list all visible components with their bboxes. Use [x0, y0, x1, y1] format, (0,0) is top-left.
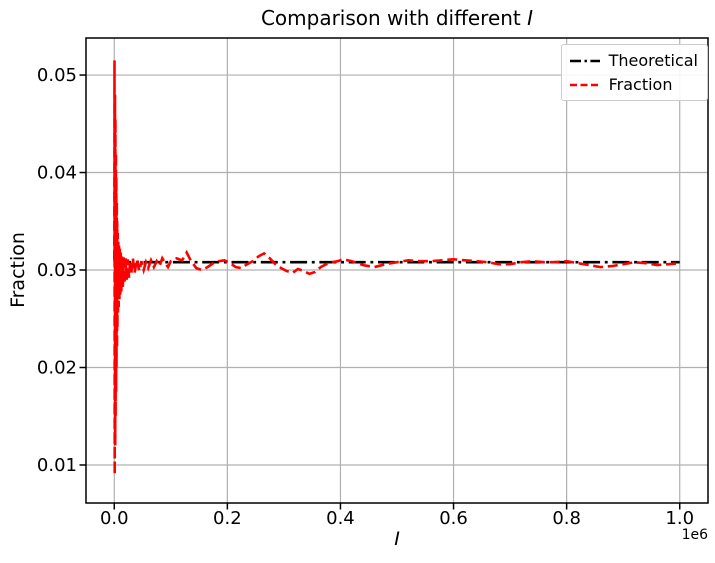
x-axis-offset-label: 1e6 — [681, 527, 708, 543]
x-tick-label: 0.4 — [326, 508, 355, 529]
x-axis-label: I — [394, 528, 400, 550]
y-tick-label: 0.01 — [37, 455, 77, 476]
x-tick-label: 0.0 — [100, 508, 129, 529]
x-tick-label: 0.6 — [439, 508, 468, 529]
chart-title-variable: I — [527, 6, 534, 30]
y-tick-label: 0.05 — [37, 65, 77, 86]
y-tick-label: 0.04 — [37, 163, 77, 184]
legend-item-fraction: Fraction — [569, 75, 698, 94]
chart-title-text: Comparison with different — [260, 6, 528, 30]
x-tick-label: 0.8 — [552, 508, 581, 529]
y-tick-label: 0.03 — [37, 260, 77, 281]
legend: Theoretical Fraction — [560, 44, 708, 101]
x-tick-label: 1.0 — [665, 508, 694, 529]
chart-title: Comparison with different I — [86, 5, 708, 31]
legend-label: Fraction — [608, 75, 673, 94]
fraction-line-sample-icon — [569, 83, 600, 86]
legend-item-theoretical: Theoretical — [569, 51, 698, 70]
series-line-fraction — [113, 60, 680, 475]
y-axis-label: Fraction — [7, 232, 29, 308]
theoretical-line-sample-icon — [569, 59, 600, 62]
y-tick-label: 0.02 — [37, 357, 77, 378]
legend-label: Theoretical — [608, 51, 698, 70]
x-tick-label: 0.2 — [213, 508, 242, 529]
